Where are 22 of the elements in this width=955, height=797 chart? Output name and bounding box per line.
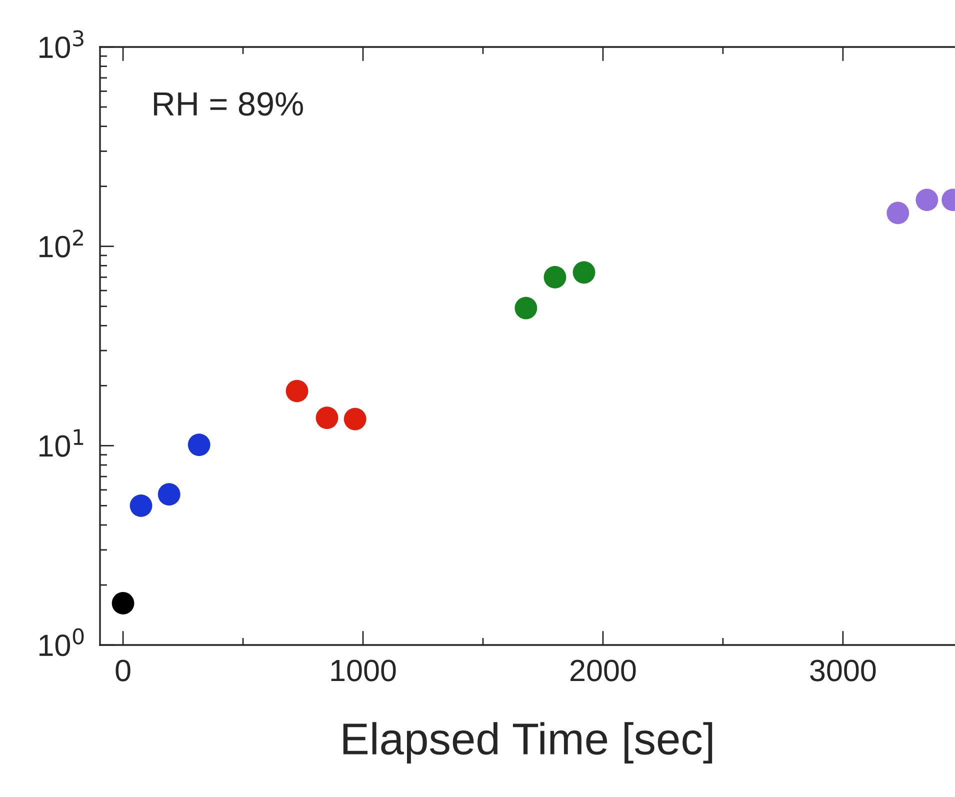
- x-tick-label: 1000: [331, 660, 396, 682]
- point: [514, 296, 538, 320]
- y-tick-label: 10$^{3}$: [40, 30, 84, 58]
- point: [188, 434, 210, 456]
- point: [544, 266, 566, 288]
- point: [158, 483, 180, 506]
- y-tick-label: 10$^{0}$: [40, 628, 84, 656]
- point: [130, 494, 152, 517]
- annotation: RH = 89%: [154, 92, 303, 116]
- point: [572, 261, 596, 284]
- point: [112, 592, 134, 614]
- point: [886, 202, 910, 224]
- x-tick-label: 0: [116, 660, 130, 682]
- point: [286, 380, 308, 402]
- x-tick-label: 2000: [570, 660, 636, 682]
- y-tick-label: 10$^{1}$: [40, 429, 84, 457]
- point: [316, 406, 338, 429]
- x-axis-title: Elapsed Time [sec]: [343, 722, 712, 764]
- point: [916, 188, 938, 212]
- x-tick-label: 3000: [810, 660, 876, 682]
- point: [344, 408, 366, 430]
- y-tick-label: 10$^{2}$: [40, 230, 83, 258]
